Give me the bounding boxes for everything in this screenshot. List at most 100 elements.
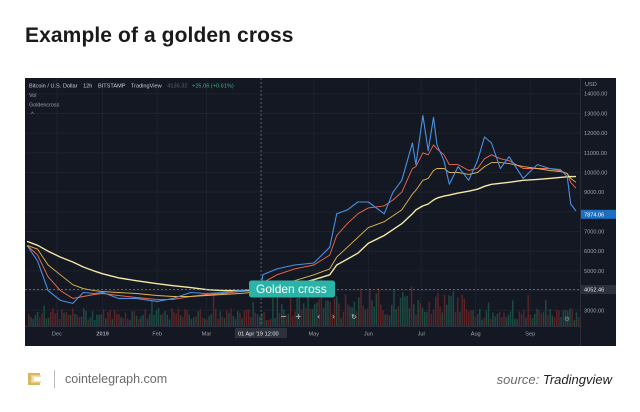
y-tick-label: 5000.00 (584, 269, 604, 275)
x-tick-label: Feb (152, 332, 162, 338)
price-chart[interactable]: Bitcoin / U.S. Dollar 12h BITSTAMP Tradi… (25, 78, 616, 346)
volume-bar (182, 317, 184, 326)
svg-text:7874.06: 7874.06 (584, 212, 604, 218)
volume-bar (76, 314, 78, 326)
volume-bar (525, 317, 527, 326)
volume-bar (89, 317, 92, 326)
brand-link[interactable]: cointelegraph.com (65, 372, 168, 386)
volume-bar (248, 309, 250, 326)
volume-bar (131, 311, 133, 326)
volume-bar (232, 315, 235, 326)
footer-brand[interactable]: cointelegraph.com (25, 366, 167, 392)
volume-bar (439, 306, 441, 326)
volume-bar (120, 317, 122, 326)
volume-bar (294, 311, 296, 326)
volume-bar (373, 306, 375, 326)
volume-bar (300, 308, 303, 326)
volume-bar (107, 312, 109, 326)
volume-bar (102, 309, 105, 326)
collapse-icon[interactable]: ^ (31, 112, 34, 118)
volume-bar (432, 309, 435, 326)
volume-bar (272, 297, 274, 326)
volume-bar (340, 318, 342, 326)
volume-bar (188, 314, 191, 326)
y-tick-label: 7000.00 (584, 230, 604, 236)
volume-bar (138, 319, 140, 326)
volume-bar (494, 316, 496, 326)
volume-bar (98, 314, 100, 326)
volume-bar (270, 318, 272, 326)
exchange-label: BITSTAMP (98, 84, 126, 90)
volume-bar (289, 292, 292, 326)
volume-bar (503, 312, 505, 326)
interval-label: 12h (83, 84, 92, 90)
zoom-out-button[interactable]: − (280, 312, 287, 321)
volume-bar (228, 312, 230, 326)
volume-bar (520, 313, 523, 326)
volume-bar (144, 309, 147, 326)
volume-bar (560, 316, 562, 326)
volume-bar (74, 314, 76, 326)
scroll-left-button[interactable]: ‹ (317, 312, 320, 321)
volume-bar (333, 298, 336, 326)
volume-bar (80, 316, 83, 326)
chart-panel[interactable]: Bitcoin / U.S. Dollar 12h BITSTAMP Tradi… (25, 78, 616, 346)
volume-bar (215, 308, 217, 326)
volume-bar (34, 315, 37, 326)
volume-bar (441, 312, 444, 326)
volume-bar (395, 309, 397, 326)
y-tick-label: 9000.00 (584, 190, 604, 196)
volume-bar (278, 312, 281, 326)
volume-bar (382, 310, 384, 326)
volume-bar (474, 316, 477, 326)
volume-bar (287, 313, 290, 326)
y-tick-label: 3000.00 (584, 308, 604, 314)
y-axis: 3000.004000.005000.006000.007000.008000.… (584, 92, 607, 315)
ma-line-fast (26, 144, 577, 300)
volume-bar (47, 317, 50, 326)
pair-label: Bitcoin / U.S. Dollar (29, 84, 78, 90)
volume-bar (448, 295, 450, 326)
volume-bar (276, 293, 279, 326)
volume-bar (388, 315, 391, 326)
reset-chart-button[interactable]: ↻ (351, 313, 357, 321)
volume-bar (151, 300, 153, 326)
volume-bar (28, 314, 30, 326)
settings-gear-icon[interactable]: ⚙ (564, 315, 570, 323)
platform-label: TradingView (131, 84, 163, 90)
y-tick-label: 13000.00 (584, 111, 607, 117)
volume-bar (391, 304, 393, 326)
volume-bar (186, 310, 188, 326)
volume-bar (122, 318, 125, 326)
volume-bar (514, 318, 516, 326)
volume-bar (353, 301, 356, 326)
volume-bar (569, 308, 571, 326)
volume-bar (204, 318, 206, 326)
volume-bar (564, 309, 567, 326)
volume-bar (39, 317, 41, 326)
volume-bar (135, 315, 138, 326)
price-label-last: 7874.06 (581, 209, 616, 219)
volume-bar (490, 318, 492, 326)
volume-bar (179, 315, 182, 326)
ma-line-mid (26, 162, 577, 297)
volume-bar (52, 308, 54, 326)
zoom-in-button[interactable]: + (295, 312, 302, 321)
volume-bar (118, 314, 120, 326)
volume-bar (498, 311, 501, 326)
x-tick-label: 2019 (96, 332, 108, 338)
volume-bar (406, 296, 408, 326)
volume-bar (160, 314, 162, 326)
volume-bar (265, 319, 268, 326)
volume-bar (162, 313, 164, 326)
scroll-right-button[interactable]: › (332, 312, 335, 321)
volume-bar (553, 317, 556, 326)
x-tick-label: Aug (471, 332, 481, 338)
volume-bar (212, 295, 215, 326)
volume-bar (461, 294, 463, 326)
volume-bar (129, 319, 131, 326)
volume-bar (468, 311, 470, 326)
volume-bar (413, 304, 415, 326)
volume-bar (479, 308, 481, 326)
volume-bar (91, 311, 94, 326)
